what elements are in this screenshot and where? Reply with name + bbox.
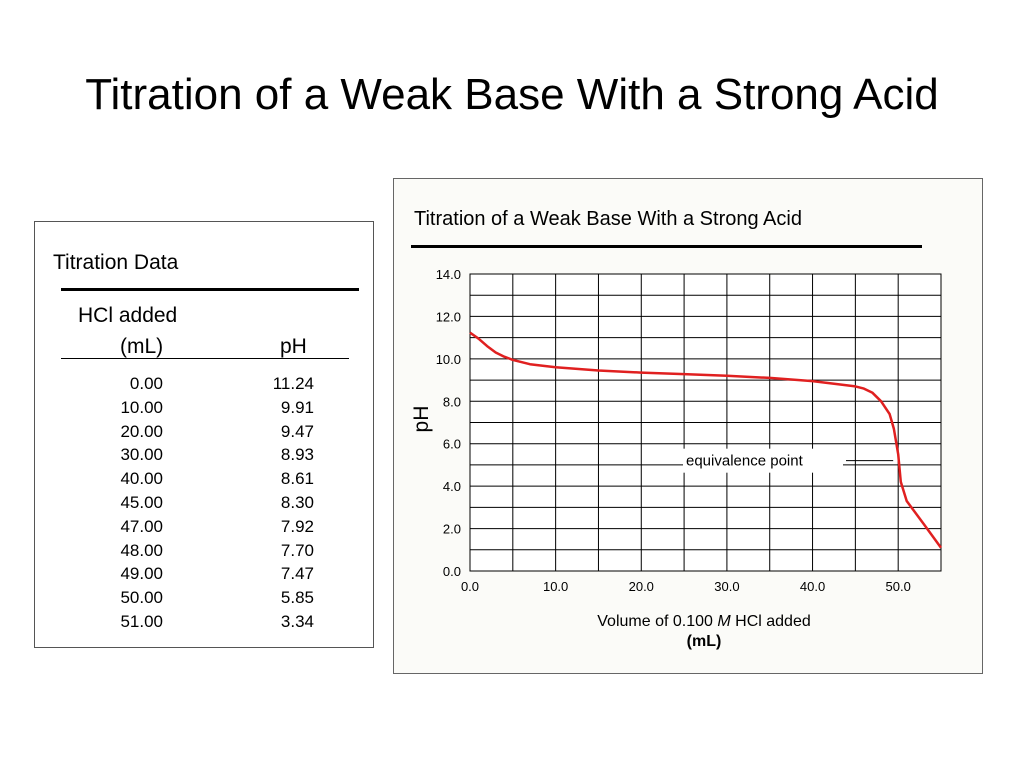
x-axis-label-molarity: M xyxy=(717,613,731,630)
cell-hcl-ml: 48.00 xyxy=(120,540,163,560)
cell-ph: 7.70 xyxy=(280,540,314,560)
y-tick-label: 2.0 xyxy=(443,522,461,537)
cell-ph: 8.61 xyxy=(280,469,314,489)
cell-ph: 11.24 xyxy=(272,374,314,393)
cell-hcl-ml: 40.00 xyxy=(120,469,163,489)
chart-title-rule xyxy=(411,245,922,248)
cell-ph: 3.34 xyxy=(280,611,314,631)
x-tick-label: 0.0 xyxy=(461,579,479,594)
titration-curve-chart: 0.0 2.0 4.0 6.0 8.0 10.0 12.0 14.0 0.0 10.0 20.0 30… xyxy=(436,267,943,594)
y-axis-label-wrap: pH xyxy=(402,406,442,437)
x-axis-label-prefix: Volume of 0.100 xyxy=(597,613,718,630)
header-rule xyxy=(61,358,349,359)
x-tick-label: 20.0 xyxy=(629,579,654,594)
cell-hcl-ml: 0.00 xyxy=(129,374,163,393)
table-row: 30.00 8.93 xyxy=(35,445,375,469)
titration-data-panel: Titration Data HCl added (mL) pH 0.00 11.… xyxy=(34,221,374,648)
y-tick-label: 6.0 xyxy=(443,437,461,452)
table-row: 0.00 11.24 xyxy=(35,374,375,398)
y-tick-label: 0.0 xyxy=(443,564,461,579)
cell-ph: 8.93 xyxy=(280,445,314,465)
x-axis-label-unit: (mL) xyxy=(686,633,722,650)
table-row: 20.00 9.47 xyxy=(35,422,375,446)
data-rows: 0.00 11.24 10.00 9.91 20.00 9.47 30.00 8.93 40.0… xyxy=(35,374,375,636)
cell-hcl-ml: 30.00 xyxy=(120,445,163,465)
cell-ph: 7.47 xyxy=(280,564,314,584)
cell-ph: 7.92 xyxy=(280,516,314,536)
table-row: 47.00 7.92 xyxy=(35,517,375,541)
cell-hcl-ml: 45.00 xyxy=(120,492,163,512)
x-axis-label-suffix: HCl added xyxy=(730,613,811,630)
cell-hcl-ml: 20.00 xyxy=(120,421,163,441)
x-tick-label: 50.0 xyxy=(886,579,911,594)
slide-title: Titration of a Weak Base With a Strong A… xyxy=(85,70,939,119)
x-tick-label: 40.0 xyxy=(800,579,825,594)
y-tick-label: 4.0 xyxy=(443,479,461,494)
table-title: Titration Data xyxy=(53,251,179,274)
column-header-hcl-unit: (mL) xyxy=(120,335,164,358)
cell-ph: 5.85 xyxy=(280,588,314,608)
chart-panel: Titration of a Weak Base With a Strong A… xyxy=(393,178,983,674)
y-tick-label: 10.0 xyxy=(436,352,461,367)
table-row: 51.00 3.34 xyxy=(35,612,375,636)
x-tick-label: 30.0 xyxy=(714,579,739,594)
cell-ph: 9.47 xyxy=(280,421,314,441)
column-header-ph: pH xyxy=(280,335,307,358)
column-header-hcl: HCl added xyxy=(78,304,178,327)
y-axis-label: pH xyxy=(410,405,433,433)
table-row: 10.00 9.91 xyxy=(35,398,375,422)
chart-title: Titration of a Weak Base With a Strong A… xyxy=(414,208,802,230)
table-row: 40.00 8.61 xyxy=(35,469,375,493)
cell-ph: 8.30 xyxy=(280,492,314,512)
table-row: 45.00 8.30 xyxy=(35,493,375,517)
table-row: 49.00 7.47 xyxy=(35,564,375,588)
cell-hcl-ml: 50.00 xyxy=(120,588,163,608)
annotation-box xyxy=(683,448,843,473)
y-tick-label: 12.0 xyxy=(436,309,461,324)
x-axis-label: Volume of 0.100 M HCl added (mL) xyxy=(494,612,914,652)
table-row: 50.00 5.85 xyxy=(35,588,375,612)
table-row: 48.00 7.70 xyxy=(35,541,375,565)
x-tick-label: 10.0 xyxy=(543,579,568,594)
table-title-rule xyxy=(61,288,359,291)
y-tick-label: 8.0 xyxy=(443,394,461,409)
cell-hcl-ml: 10.00 xyxy=(120,397,163,417)
y-tick-label: 14.0 xyxy=(436,267,461,282)
annotation-label: equivalence point xyxy=(686,453,804,470)
series-line xyxy=(469,331,943,549)
cell-hcl-ml: 47.00 xyxy=(120,516,163,536)
cell-hcl-ml: 51.00 xyxy=(120,611,163,631)
cell-ph: 9.91 xyxy=(280,397,314,417)
cell-hcl-ml: 49.00 xyxy=(120,564,163,584)
